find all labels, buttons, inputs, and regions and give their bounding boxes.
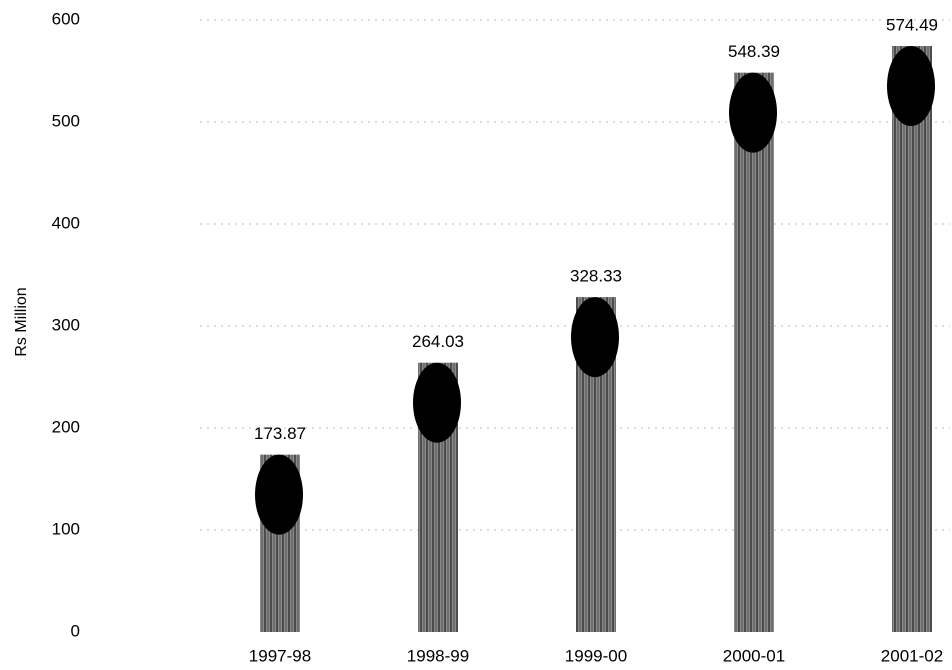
y-tick-label: 600	[52, 9, 80, 28]
bar	[892, 46, 932, 632]
x-tick-label: 1998-99	[407, 646, 469, 665]
y-tick-label: 200	[52, 417, 80, 436]
value-label: 264.03	[412, 332, 464, 351]
match-head	[413, 363, 461, 443]
y-tick-label: 0	[71, 621, 80, 640]
x-tick-label: 1999-00	[565, 646, 627, 665]
x-tick-label: 2000-01	[723, 646, 785, 665]
y-tick-label: 500	[52, 111, 80, 130]
match-head	[571, 297, 619, 377]
value-label: 548.39	[728, 42, 780, 61]
y-tick-label: 400	[52, 213, 80, 232]
value-label: 173.87	[254, 424, 306, 443]
y-axis-label: Rs Million	[13, 287, 30, 356]
value-label: 574.49	[886, 16, 938, 35]
y-tick-label: 300	[52, 315, 80, 334]
match-head	[729, 73, 777, 153]
x-tick-label: 1997-98	[249, 646, 311, 665]
chart: Rs Million 0 100 200 300 400 500 600 1997-98 173…	[0, 0, 952, 670]
match-head	[887, 46, 935, 126]
y-tick-label: 100	[52, 519, 80, 538]
bar	[734, 73, 774, 632]
match-head	[255, 455, 303, 535]
value-label: 328.33	[570, 267, 622, 286]
x-tick-label: 2001-02	[881, 646, 943, 665]
